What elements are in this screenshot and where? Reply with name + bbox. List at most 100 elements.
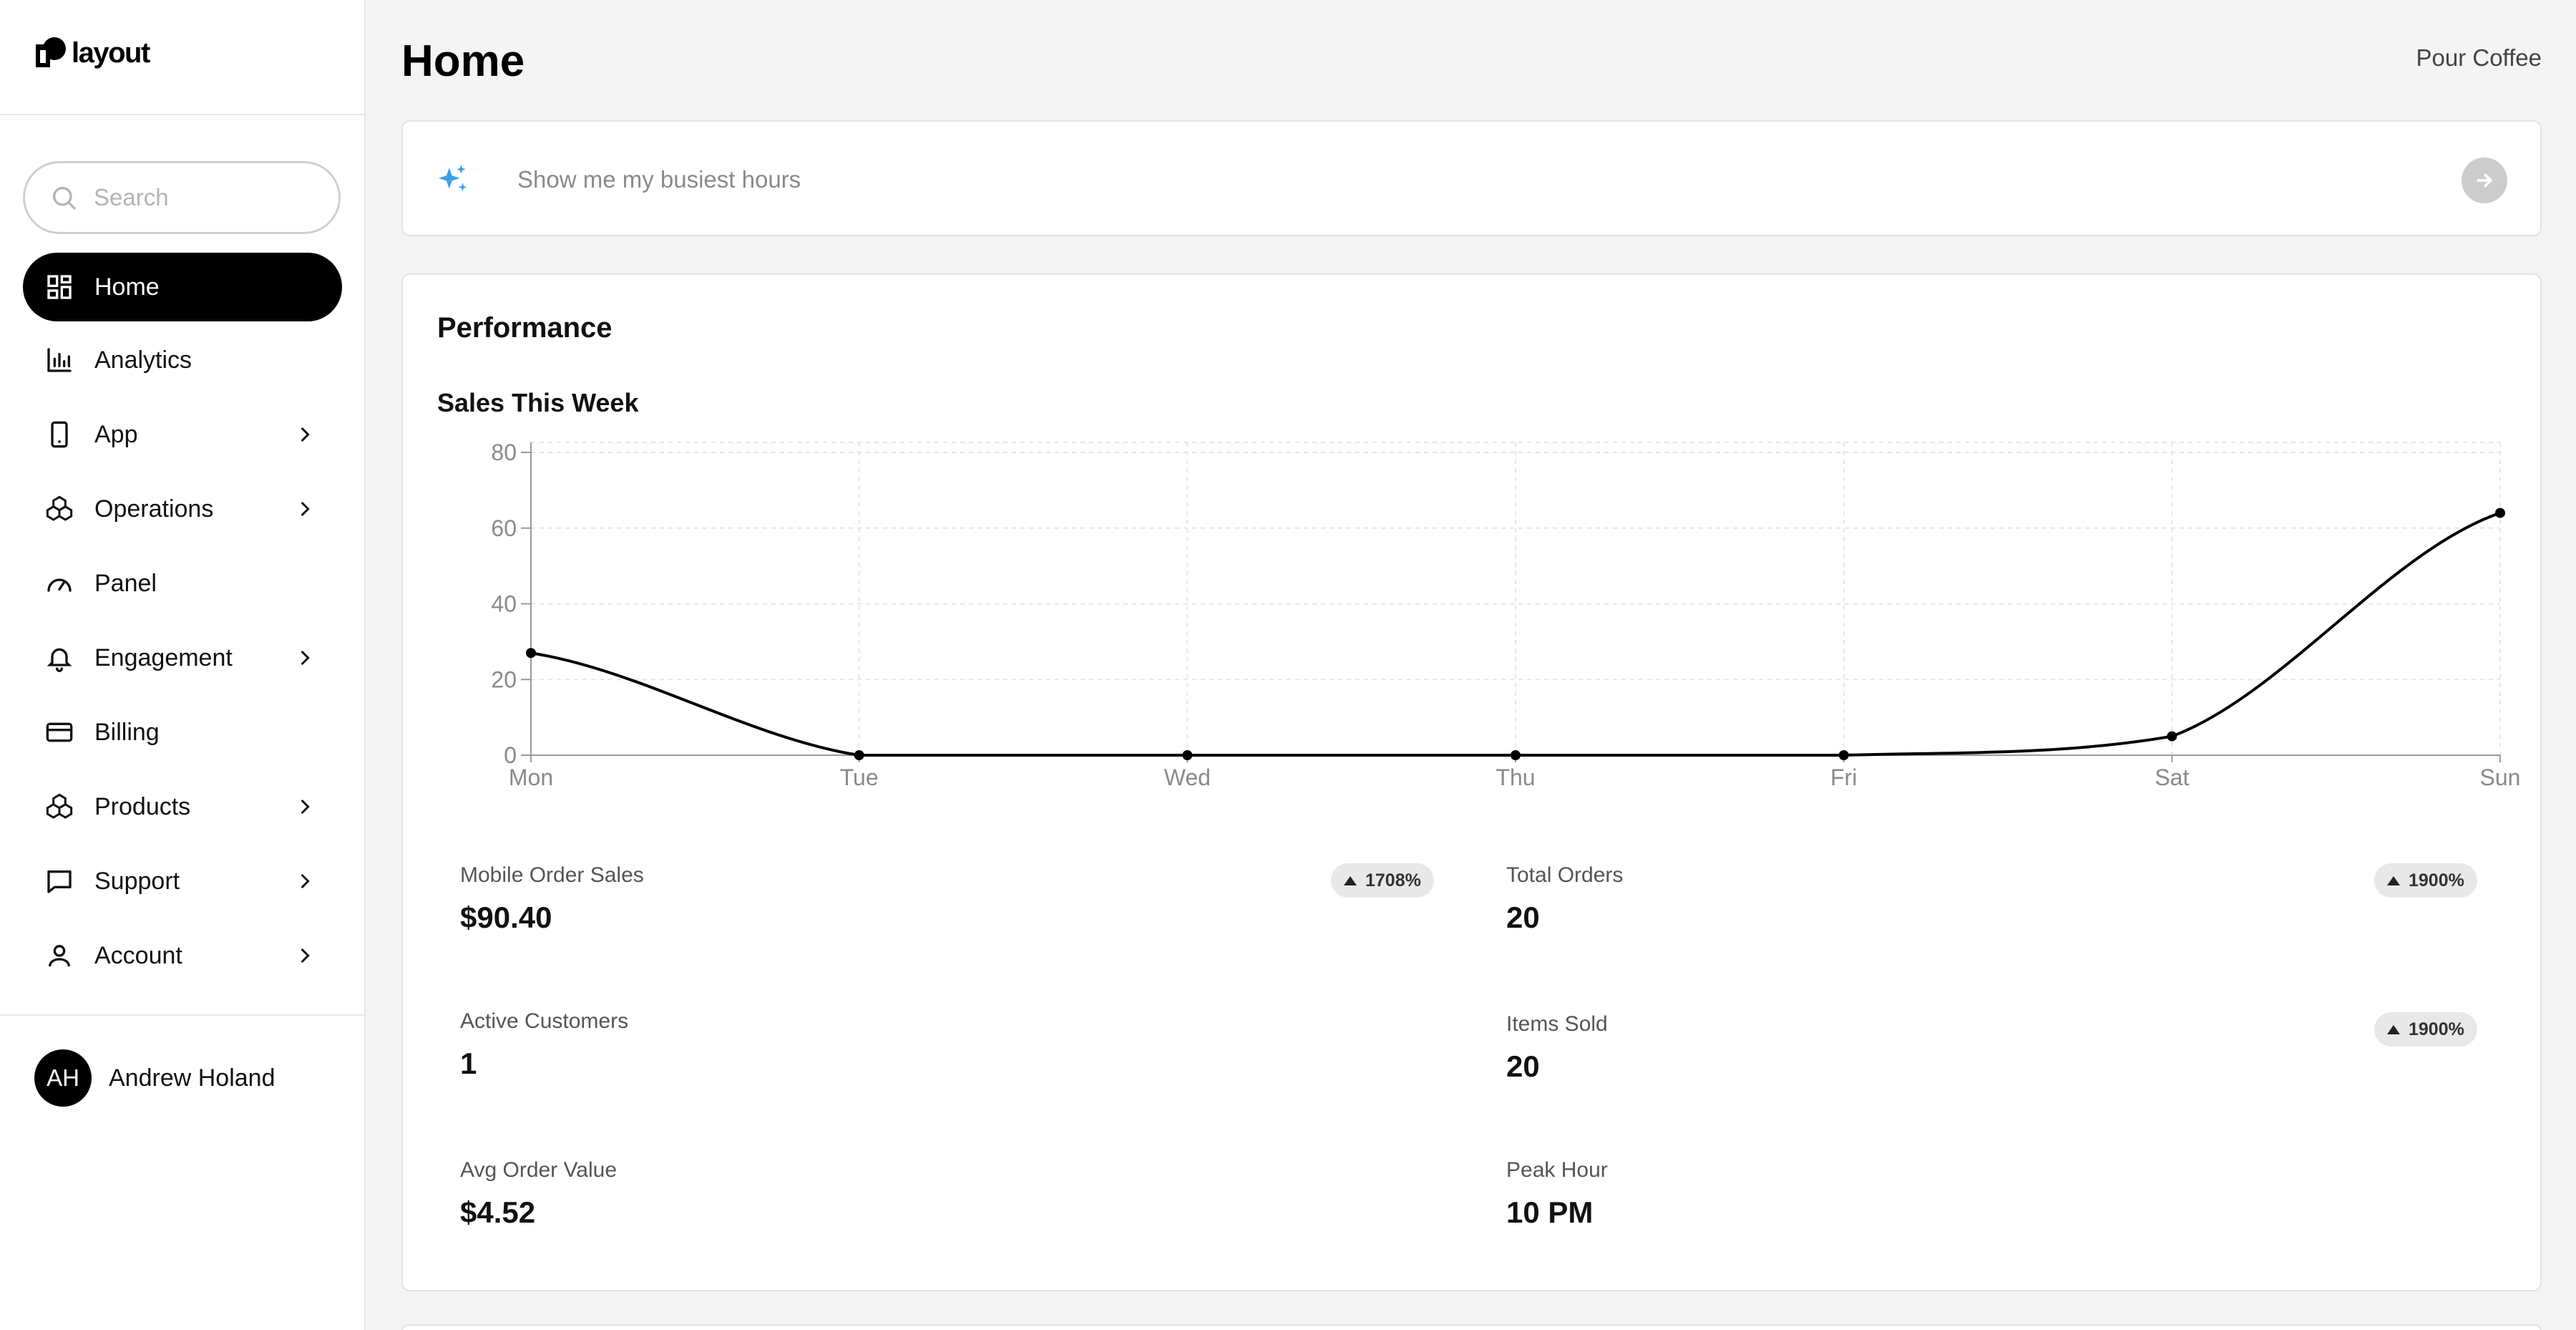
change-badge: 1900% — [2374, 1012, 2477, 1047]
sidebar-item-app[interactable]: App — [23, 400, 342, 469]
sidebar-item-label: Engagement — [94, 644, 233, 671]
search-input[interactable] — [94, 184, 330, 211]
data-point — [1838, 750, 1849, 760]
sales-line-chart: 0 20 40 60 80 Mon Tue Wed Thu Fri Sat Sun — [491, 440, 2521, 790]
y-tick-label: 0 — [504, 742, 517, 768]
sidebar-item-label: Operations — [94, 495, 214, 523]
metric-label: Items Sold — [1506, 1012, 1608, 1036]
user-profile[interactable]: AH Andrew Holand — [34, 1049, 275, 1107]
sidebar-divider — [0, 1014, 364, 1016]
layout-logo-icon — [36, 37, 66, 67]
sparkles-icon — [439, 165, 467, 192]
sidebar-item-operations[interactable]: Operations — [23, 475, 342, 543]
metric-value: 20 — [1506, 1049, 1540, 1083]
metric-value: 20 — [1506, 901, 1540, 934]
metric-active-customers: Active Customers 1 — [460, 1009, 628, 1081]
chevron-right-icon — [301, 874, 310, 888]
sidebar-item-label: App — [94, 420, 138, 448]
message-square-icon — [44, 866, 74, 896]
change-value: 1708% — [1365, 870, 1421, 890]
chevron-right-icon — [301, 800, 310, 814]
metric-value: $4.52 — [460, 1195, 536, 1229]
metric-label: Peak Hour — [1506, 1158, 1608, 1182]
ai-prompt-card — [401, 120, 2542, 236]
grid-icon — [44, 272, 74, 302]
next-card — [401, 1324, 2542, 1330]
metric-value: 10 PM — [1506, 1195, 1594, 1229]
search-icon — [53, 187, 76, 210]
y-tick-label: 80 — [491, 440, 517, 465]
send-button[interactable] — [2462, 157, 2507, 203]
bell-icon — [44, 643, 74, 673]
change-badge: 1900% — [2374, 863, 2477, 898]
change-value: 1900% — [2409, 870, 2464, 890]
page-title: Home — [401, 37, 525, 86]
metric-label: Avg Order Value — [460, 1158, 618, 1182]
arrow-right-icon — [2477, 173, 2492, 188]
sidebar-item-billing[interactable]: Billing — [23, 698, 342, 767]
change-value: 1900% — [2409, 1019, 2464, 1039]
triangle-up-icon — [2387, 1024, 2400, 1034]
sidebar-item-label: Analytics — [94, 346, 192, 374]
change-badge: 1708% — [1331, 863, 1434, 898]
phone-icon — [44, 419, 74, 450]
bar-chart-icon — [44, 345, 74, 375]
metric-total-orders: Total Orders 20 — [1506, 863, 1623, 935]
x-tick-label: Wed — [1164, 764, 1211, 790]
logo[interactable]: layout — [33, 31, 150, 74]
metric-value: 1 — [460, 1047, 477, 1080]
data-point — [2495, 508, 2505, 518]
chevron-right-icon — [301, 651, 310, 665]
sidebar-item-products[interactable]: Products — [23, 772, 342, 841]
metric-items-sold: Items Sold 20 — [1506, 1012, 1608, 1084]
boxes-icon — [44, 494, 74, 524]
metric-label: Mobile Order Sales — [460, 863, 644, 887]
sidebar-divider — [0, 114, 364, 115]
sidebar-item-panel[interactable]: Panel — [23, 549, 342, 618]
chevron-right-icon — [301, 948, 310, 963]
search-field[interactable] — [23, 161, 341, 234]
metric-peak-hour: Peak Hour 10 PM — [1506, 1158, 1608, 1230]
data-point — [2167, 731, 2177, 742]
sidebar-item-label: Home — [94, 273, 160, 301]
ai-prompt-input[interactable] — [517, 159, 2378, 200]
x-tick-label: Mon — [509, 764, 553, 790]
sidebar-item-home[interactable]: Home — [23, 253, 342, 321]
boxes-icon — [44, 792, 74, 822]
sidebar-item-account[interactable]: Account — [23, 921, 342, 990]
user-name: Andrew Holand — [109, 1064, 275, 1092]
user-icon — [44, 941, 74, 971]
section-title: Performance — [437, 312, 613, 344]
sidebar-item-label: Billing — [94, 718, 160, 746]
metric-mobile-order-sales: Mobile Order Sales $90.40 — [460, 863, 644, 935]
performance-card: Performance Sales This Week 0 20 40 60 80 Mon… — [401, 273, 2542, 1291]
chart-title: Sales This Week — [437, 388, 639, 417]
metric-avg-order-value: Avg Order Value $4.52 — [460, 1158, 617, 1230]
x-tick-label: Sat — [2155, 764, 2189, 790]
sidebar-item-label: Support — [94, 867, 180, 895]
chevron-right-icon — [301, 427, 310, 442]
data-point — [526, 648, 536, 659]
gauge-icon — [44, 568, 74, 598]
sidebar-item-engagement[interactable]: Engagement — [23, 623, 342, 692]
x-tick-label: Tue — [840, 764, 879, 790]
sidebar-item-support[interactable]: Support — [23, 847, 342, 916]
y-tick-label: 20 — [491, 666, 517, 692]
x-tick-label: Thu — [1496, 764, 1535, 790]
y-tick-label: 60 — [491, 515, 517, 541]
avatar: AH — [34, 1049, 92, 1107]
triangle-up-icon — [1344, 875, 1357, 885]
metric-label: Total Orders — [1506, 863, 1624, 887]
x-tick-label: Sun — [2480, 764, 2521, 790]
data-point — [854, 750, 864, 760]
data-point — [1182, 750, 1193, 760]
sidebar-item-analytics[interactable]: Analytics — [23, 326, 342, 394]
sidebar-item-label: Panel — [94, 569, 157, 597]
sidebar-item-label: Products — [94, 792, 191, 820]
store-name[interactable]: Pour Coffee — [2416, 44, 2542, 71]
metric-label: Active Customers — [460, 1009, 629, 1033]
data-point — [1511, 750, 1521, 760]
logo-text: layout — [72, 37, 150, 69]
x-tick-label: Fri — [1830, 764, 1857, 790]
sidebar-item-label: Account — [94, 941, 182, 969]
